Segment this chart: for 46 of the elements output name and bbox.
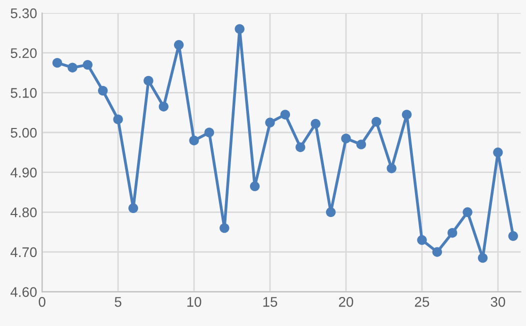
point — [250, 181, 260, 192]
point — [386, 163, 396, 174]
point — [372, 116, 382, 127]
point — [98, 86, 108, 96]
point — [265, 118, 275, 128]
point — [326, 207, 336, 217]
point — [508, 231, 518, 241]
y-tick-label: 5.30 — [10, 8, 37, 18]
x-tick-label: 15 — [263, 297, 278, 307]
point — [448, 228, 458, 238]
point — [189, 136, 199, 146]
x-tick-label: 20 — [338, 297, 354, 307]
point — [462, 207, 472, 217]
x-tick-label: 10 — [187, 297, 202, 307]
x-tick-label: 5 — [114, 297, 122, 307]
point — [341, 134, 351, 144]
point — [128, 203, 138, 214]
point — [68, 62, 78, 72]
x-tick-label: 0 — [38, 297, 46, 307]
point — [158, 102, 169, 112]
point — [204, 128, 214, 138]
x-tick-label: 30 — [490, 297, 506, 307]
point — [417, 235, 427, 245]
y-tick-label: 4.90 — [10, 168, 37, 178]
point — [144, 76, 154, 86]
y-tick-label: 4.70 — [10, 247, 37, 258]
point — [220, 223, 230, 233]
point — [174, 40, 184, 50]
point — [82, 60, 93, 70]
point — [113, 114, 123, 124]
point — [432, 247, 442, 257]
x-tick-label: 25 — [414, 297, 430, 307]
y-tick-label: 5.10 — [10, 88, 37, 98]
point — [402, 110, 412, 120]
point — [356, 140, 366, 150]
y-tick-label: 4.60 — [10, 287, 37, 297]
point — [296, 142, 306, 152]
point — [234, 24, 244, 34]
y-tick-label: 5.00 — [10, 128, 37, 138]
point — [310, 118, 320, 129]
y-tick-label: 4.80 — [10, 207, 37, 218]
point — [280, 110, 290, 120]
y-tick-label: 5.20 — [10, 48, 37, 58]
point — [493, 148, 503, 158]
point — [52, 58, 62, 68]
point — [478, 253, 488, 263]
